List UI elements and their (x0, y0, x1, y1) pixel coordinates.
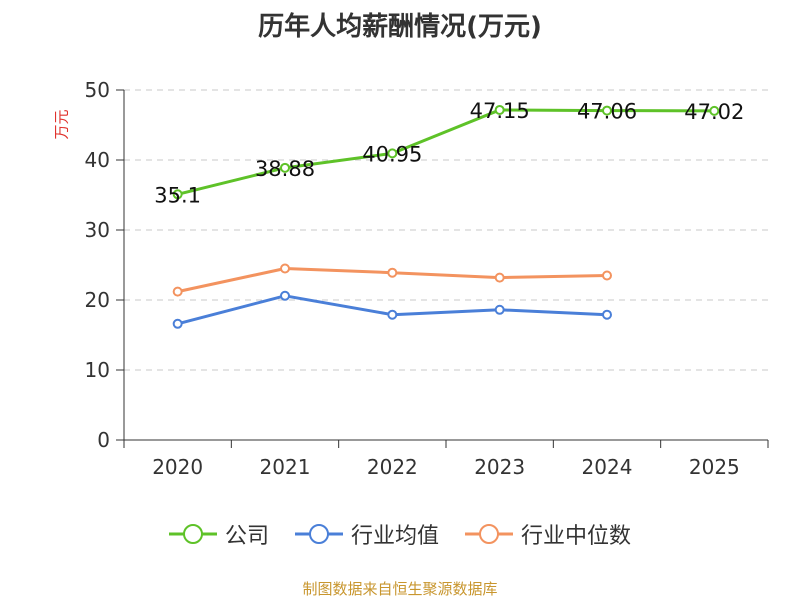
data-point (494, 304, 505, 315)
legend-swatch-icon (465, 524, 513, 544)
legend-swatch-icon (294, 524, 343, 544)
data-point (387, 309, 398, 320)
y-tick-label: 10 (85, 358, 110, 382)
x-tick-label: 2025 (689, 455, 740, 479)
data-point (494, 272, 505, 283)
x-tick-label: 2020 (152, 455, 203, 479)
series-line (177, 108, 715, 196)
legend-item[interactable]: 公司 (168, 518, 269, 550)
data-point (709, 105, 720, 116)
legend: 公司 行业均值 行业中位数 (0, 518, 800, 550)
data-label: 47.02 (684, 100, 744, 124)
legend-label: 行业中位数 (521, 524, 632, 549)
data-point (387, 267, 398, 278)
data-point (602, 105, 612, 116)
data-point (172, 286, 183, 297)
x-tick-label: 2021 (260, 455, 311, 479)
x-tick-label: 2022 (367, 455, 418, 479)
data-point (172, 318, 183, 329)
data-point (387, 148, 398, 159)
data-label: 40.95 (362, 142, 422, 166)
y-tick-label: 20 (85, 288, 110, 312)
data-point (280, 162, 290, 173)
data-label: 35.1 (154, 183, 201, 207)
data-point (494, 104, 505, 115)
chart-title: 历年人均薪酬情况(万元) (258, 12, 542, 42)
data-label: 38.88 (255, 157, 315, 181)
y-tick-label: 30 (85, 218, 110, 242)
data-point (602, 309, 612, 320)
y-tick-label: 0 (97, 428, 110, 452)
x-tick-label: 2024 (582, 455, 633, 479)
legend-item[interactable]: 行业中位数 (465, 518, 631, 550)
data-label: 47.15 (470, 99, 530, 123)
legend-item[interactable]: 行业均值 (294, 518, 439, 550)
data-label: 47.06 (577, 100, 637, 124)
legend-label: 行业均值 (350, 524, 439, 549)
data-point (172, 189, 183, 200)
y-tick-label: 40 (85, 148, 110, 172)
y-tick-label: 50 (85, 78, 110, 102)
source-note: 制图数据来自恒生聚源数据库 (302, 580, 498, 598)
legend-swatch-icon (168, 524, 217, 544)
x-tick-label: 2023 (474, 455, 525, 479)
data-point (602, 270, 612, 281)
legend-label: 公司 (224, 524, 269, 549)
data-point (280, 290, 290, 301)
data-point (280, 263, 290, 274)
